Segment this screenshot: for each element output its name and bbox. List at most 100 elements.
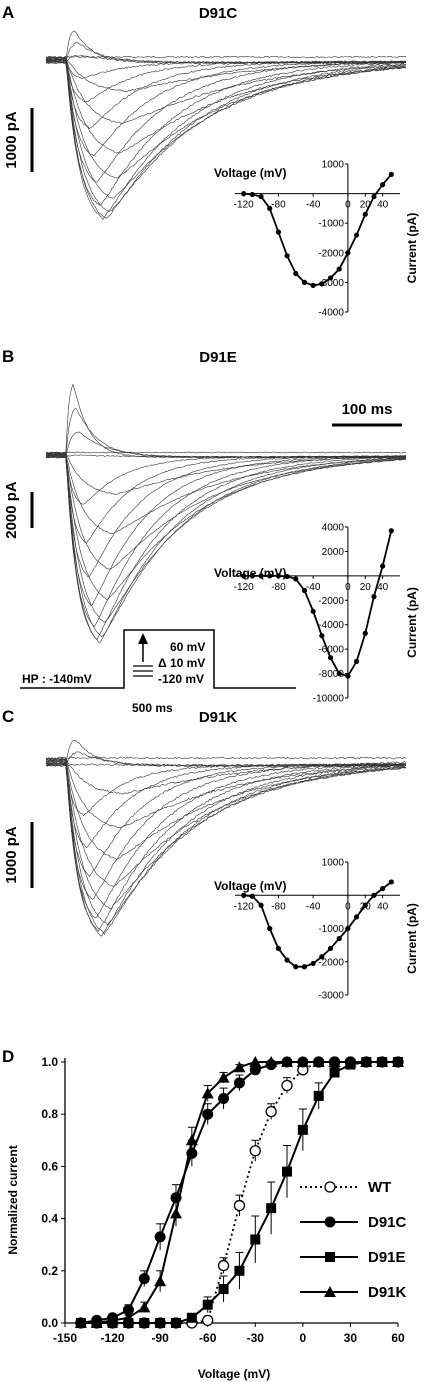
iv-a-ytick-label: -1000 (318, 219, 344, 230)
iv-b-ytick-label: -8000 (318, 669, 344, 680)
legend-label-d91e: D91E (368, 1249, 406, 1266)
iv-a-xtick-label: -120 (234, 200, 254, 211)
b-trace (46, 453, 407, 601)
marker-d91c (202, 1108, 214, 1120)
iv-c-xtick-label: -40 (306, 901, 321, 912)
iv-c-point (293, 964, 299, 970)
c-trace (45, 751, 407, 767)
marker-d91e (171, 1318, 181, 1328)
iv-c-ytick-label: 1000 (322, 858, 345, 869)
iv-a-point (388, 171, 394, 177)
panel-title-b: D91E (199, 349, 237, 366)
iv-a-point (353, 232, 360, 238)
c-trace (45, 759, 407, 910)
iv-a-point (249, 191, 255, 198)
d-ytick-label: 0.8 (41, 1107, 58, 1121)
iv-b-point (371, 594, 377, 600)
a-trace (45, 58, 407, 220)
legend-marker-d91k (324, 1286, 336, 1297)
marker-d91e (266, 1203, 277, 1214)
iv-b-point (284, 573, 290, 580)
marker-d91k (344, 1056, 357, 1067)
iv-a-point (336, 266, 342, 272)
a-trace (45, 42, 407, 64)
marker-d91k (392, 1056, 404, 1067)
b-trace (45, 454, 407, 627)
iv-b-point (310, 608, 316, 614)
iv-plot-a: -120 -80 -40 0 20 40 1000 -1000 -2000 -3000 -4000 V… (214, 160, 419, 319)
marker-d91e (313, 1090, 324, 1101)
d-ylabel: Normalized current (6, 1145, 20, 1254)
iv-b-ytick-label: -10000 (313, 694, 345, 705)
iv-c-point (371, 892, 377, 898)
d-xlabel: Voltage (mV) (198, 1367, 270, 1381)
c-trace (45, 761, 406, 919)
d-ytick-label: 0.4 (41, 1212, 58, 1226)
a-trace (45, 56, 407, 124)
marker-d91e (297, 1124, 308, 1135)
marker-d91e (234, 1265, 245, 1276)
c-trace (45, 757, 407, 795)
b-trace (45, 452, 407, 534)
iv-c-xtick-label: -120 (234, 901, 254, 912)
marker-d91e (329, 1067, 340, 1078)
iv-b-point (267, 573, 273, 579)
iv-a-point (362, 211, 368, 217)
marker-d91k (217, 1071, 230, 1083)
marker-d91k (201, 1087, 214, 1099)
iv-b-point (380, 563, 386, 569)
iv-b-point (327, 655, 334, 661)
iv-a-point (241, 191, 247, 197)
b-trace (45, 454, 406, 607)
marker-d91k (265, 1056, 278, 1067)
marker-d91k (233, 1061, 246, 1073)
a-trace (45, 54, 407, 64)
iv-b-point (388, 528, 394, 534)
iv-a-point (310, 282, 316, 288)
panel-label-d: D (2, 1047, 14, 1066)
iv-a-point (267, 205, 273, 211)
iv-b-ytick-label: 4000 (322, 523, 345, 534)
iv-b-ylabel: Current (pA) (405, 587, 419, 658)
a-trace (45, 58, 407, 212)
marker-d91e (218, 1284, 229, 1295)
protocol-step-label: Δ 10 mV (158, 656, 205, 670)
marker-d91k (360, 1056, 373, 1067)
iv-a-ytick-label: -3000 (318, 278, 344, 289)
iv-b-point (249, 573, 255, 579)
iv-a-ylabel: Current (pA) (405, 213, 419, 284)
iv-c-point (388, 879, 394, 885)
iv-c-point (319, 954, 325, 960)
a-trace (45, 30, 407, 65)
legend-marker-wt (324, 1181, 336, 1193)
iv-c-point (258, 902, 264, 908)
b-trace (45, 451, 407, 454)
a-trace (45, 57, 407, 199)
marker-wt (265, 1105, 277, 1118)
d-xtick-label: 0 (300, 1331, 307, 1345)
iv-b-point (241, 573, 247, 579)
iv-a-point (371, 193, 377, 200)
protocol-hp-label: HP : -140mV (22, 672, 92, 686)
iv-b-ytick-label: 2000 (322, 547, 345, 558)
marker-wt (249, 1145, 261, 1157)
iv-a-point (258, 193, 264, 200)
iv-c-xtick-label: 40 (377, 901, 389, 912)
iv-c-point (241, 892, 247, 898)
scalebar-b-time-label: 100 ms (342, 401, 393, 418)
b-trace (45, 454, 407, 640)
iv-b-xtick-label: 0 (345, 582, 351, 593)
c-trace (45, 762, 407, 900)
a-trace (45, 60, 407, 103)
iv-b-ytick-label: -6000 (318, 645, 344, 656)
iv-a-xtick-label: -40 (306, 200, 321, 211)
a-trace (45, 56, 407, 92)
iv-b-xtick-label: 20 (360, 582, 372, 593)
iv-c-point (327, 945, 334, 952)
scalebar-c-label: 1000 pA (3, 826, 20, 884)
b-trace (45, 451, 407, 495)
marker-d91e (202, 1299, 213, 1310)
d-ytick-label: 0.2 (41, 1264, 58, 1278)
marker-wt (233, 1199, 246, 1212)
a-trace (45, 58, 407, 219)
